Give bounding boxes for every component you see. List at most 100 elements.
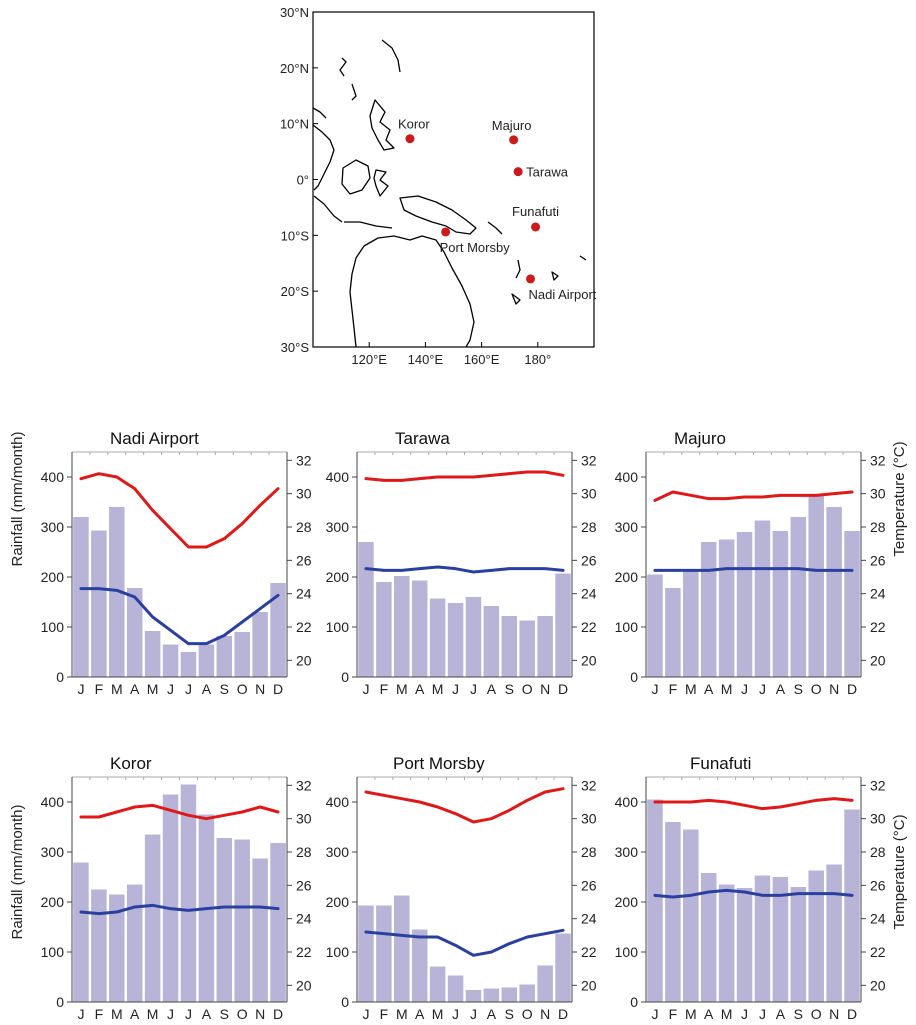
- temperature-tick-label: 30: [870, 486, 886, 502]
- rainfall-tick-label: 300: [326, 519, 350, 535]
- temperature-tick-label: 20: [870, 977, 886, 993]
- rainfall-bar: [270, 583, 286, 677]
- coast-vanuatu: [515, 259, 521, 279]
- map-lat-label: 20°S: [281, 284, 310, 299]
- rainfall-bar: [772, 877, 789, 1002]
- min-temperature-line: [79, 903, 280, 916]
- rainfall-bar: [216, 838, 233, 1002]
- chart-title: Nadi Airport: [110, 429, 199, 448]
- map-lon-label: 120°E: [351, 352, 387, 367]
- month-label: M: [111, 681, 123, 697]
- rainfall-bar: [736, 888, 753, 1002]
- rainfall-tick-label: 300: [41, 519, 65, 535]
- max-temperature-line: [79, 472, 280, 549]
- coast-sulawesi: [373, 169, 389, 197]
- rainfall-tick-label: 0: [630, 669, 638, 685]
- month-label: A: [415, 1006, 425, 1022]
- month-label: F: [95, 681, 104, 697]
- rainfall-bar: [718, 539, 735, 677]
- month-label: M: [111, 1006, 123, 1022]
- map-lat-label: 30°S: [281, 340, 310, 355]
- site-dot: [531, 222, 541, 232]
- chart-title: Koror: [110, 754, 152, 773]
- rainfall-tick-label: 400: [326, 794, 350, 810]
- month-label: O: [237, 1006, 248, 1022]
- rainfall-bar: [394, 576, 410, 677]
- rainfall-bar: [647, 574, 663, 677]
- rainfall-bar: [555, 573, 571, 677]
- map-lon-label: 140°E: [408, 352, 444, 367]
- temperature-tick-label: 32: [296, 452, 312, 468]
- temperature-tick-label: 28: [296, 844, 312, 860]
- temperature-tick-label: 20: [296, 652, 312, 668]
- rainfall-tick-label: 200: [41, 569, 65, 585]
- coast-philippines: [369, 99, 395, 151]
- coast-java: [344, 221, 393, 229]
- month-label: M: [432, 681, 444, 697]
- rainfall-bar: [718, 884, 735, 1002]
- temperature-tick-label: 26: [296, 877, 312, 893]
- month-label: J: [470, 681, 477, 697]
- month-label: M: [147, 1006, 159, 1022]
- month-label: A: [202, 1006, 212, 1022]
- coast-fiji: [551, 271, 559, 281]
- rainfall-tick-label: 200: [326, 569, 350, 585]
- rainfall-bar: [555, 933, 571, 1002]
- coast-korea: [339, 57, 347, 77]
- month-label: M: [396, 1006, 408, 1022]
- rainfall-tick-label: 300: [326, 844, 350, 860]
- temperature-tick-label: 24: [870, 586, 886, 602]
- rainfall-bar: [772, 531, 789, 677]
- temperature-tick-label: 22: [870, 944, 886, 960]
- temperature-tick-label: 26: [870, 552, 886, 568]
- month-label: D: [273, 681, 283, 697]
- month-label: S: [505, 681, 514, 697]
- month-label: J: [167, 681, 174, 697]
- map-lat-label: 10°N: [280, 117, 309, 132]
- month-label: J: [741, 1006, 748, 1022]
- month-label: J: [452, 681, 459, 697]
- temperature-tick-label: 28: [296, 519, 312, 535]
- rainfall-bar: [790, 517, 807, 677]
- rainfall-bar: [808, 495, 824, 677]
- rainfall-bar: [144, 834, 161, 1002]
- month-label: A: [704, 681, 714, 697]
- temperature-tick-label: 30: [870, 811, 886, 827]
- temperature-tick-label: 22: [581, 944, 597, 960]
- coast-sumatra: [313, 195, 343, 223]
- month-label: D: [847, 1006, 857, 1022]
- coast-taiwan: [351, 83, 357, 101]
- rainfall-bar: [537, 616, 553, 677]
- max-temperature-line: [364, 470, 565, 482]
- rainfall-bar: [519, 984, 535, 1002]
- month-label: M: [432, 1006, 444, 1022]
- coast-new-guinea: [399, 195, 477, 235]
- month-label: F: [95, 1006, 104, 1022]
- month-label: J: [77, 681, 84, 697]
- chart-title: Majuro: [674, 429, 726, 448]
- climate-charts: Nadi Airport 0 100 200 300 400 20 22 24 26 28 30 32 J…: [41, 429, 886, 1022]
- map-lat-label: 30°N: [280, 5, 309, 20]
- coast-indochina: [312, 124, 335, 191]
- temperature-tick-label: 20: [870, 652, 886, 668]
- rainfall-bar: [483, 606, 500, 677]
- site-label: Funafuti: [512, 204, 559, 219]
- month-label: A: [487, 681, 497, 697]
- rainfall-bar: [162, 644, 179, 677]
- temperature-tick-label: 26: [296, 552, 312, 568]
- rainfall-bar: [73, 862, 89, 1002]
- month-label: J: [77, 1006, 84, 1022]
- min-temperature-line: [364, 565, 565, 574]
- site-label: Nadi Airport: [528, 287, 596, 302]
- map-lat-label: 10°S: [281, 228, 310, 243]
- month-label: J: [452, 1006, 459, 1022]
- max-temperature-line: [79, 803, 280, 821]
- temperature-tick-label: 24: [581, 586, 597, 602]
- rainfall-tick-label: 100: [615, 944, 639, 960]
- temperature-tick-label: 32: [581, 777, 597, 793]
- rainfall-bar: [736, 532, 753, 677]
- month-label: O: [811, 1006, 822, 1022]
- month-label: J: [759, 1006, 766, 1022]
